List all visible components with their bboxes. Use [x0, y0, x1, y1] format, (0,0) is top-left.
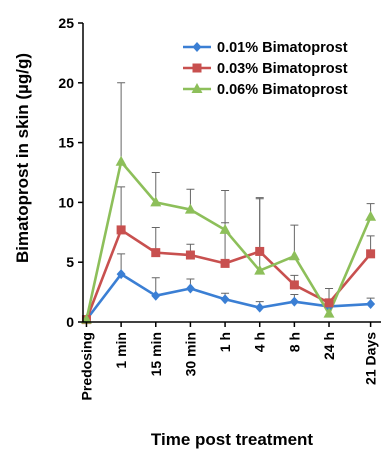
legend: 0.01% Bimatoprost 0.03% Bimatoprost 0.06% … — [183, 40, 348, 98]
data-point — [116, 269, 126, 280]
legend-label: 0.01% Bimatoprost — [217, 40, 348, 56]
x-tick-label: 21 Days — [363, 332, 379, 385]
series-lines — [85, 160, 372, 321]
data-point — [254, 264, 266, 275]
data-point — [151, 248, 161, 258]
y-tick-label: 15 — [58, 135, 74, 151]
data-point — [219, 223, 231, 234]
y-tick-label: 10 — [58, 194, 74, 210]
data-point — [115, 155, 127, 166]
data-point — [289, 280, 299, 290]
legend-label: 0.03% Bimatoprost — [217, 61, 348, 77]
data-point — [184, 203, 196, 214]
data-point — [150, 196, 162, 207]
legend-marker — [192, 42, 202, 52]
axes: 0 5 10 15 20 25 Predosing 1 min 15 min 30 min 1 h 4… — [58, 15, 381, 400]
data-point — [366, 249, 376, 259]
data-point — [185, 283, 195, 294]
data-point — [255, 302, 265, 313]
x-tick-label: 4 h — [252, 332, 268, 352]
series-line — [85, 160, 372, 320]
x-axis-title: Time post treatment — [151, 430, 314, 449]
series-markers — [80, 155, 377, 325]
data-point — [220, 258, 230, 268]
data-point — [255, 246, 265, 256]
data-point — [323, 307, 335, 318]
x-tick-label: 15 min — [148, 332, 164, 376]
x-tick-label: Predosing — [78, 332, 94, 400]
x-tick-label: 1 min — [113, 332, 129, 369]
x-tick-label: 8 h — [286, 332, 302, 352]
y-axis-title: Bimatoprost in skin (µg/g) — [13, 53, 32, 263]
legend-marker — [191, 83, 203, 93]
legend-marker — [192, 63, 202, 73]
y-tick-label: 25 — [58, 15, 74, 31]
data-point — [365, 210, 377, 221]
data-point — [220, 294, 230, 305]
legend-label: 0.06% Bimatoprost — [217, 82, 348, 98]
data-point — [185, 250, 195, 260]
data-point — [151, 290, 161, 301]
data-point — [366, 299, 376, 310]
x-tick-label: 24 h — [321, 332, 337, 360]
data-point — [288, 250, 300, 261]
data-point — [116, 225, 126, 235]
y-tick-label: 5 — [66, 254, 74, 270]
x-tick-label: 1 h — [217, 332, 233, 352]
data-point — [289, 296, 299, 307]
y-tick-label: 0 — [66, 314, 74, 330]
y-tick-label: 20 — [58, 75, 74, 91]
error-bar — [117, 186, 126, 230]
error-bar — [221, 189, 230, 230]
error-bar — [117, 82, 126, 162]
x-tick-label: 30 min — [182, 332, 198, 376]
data-point — [324, 298, 334, 308]
error-bar — [255, 198, 264, 271]
